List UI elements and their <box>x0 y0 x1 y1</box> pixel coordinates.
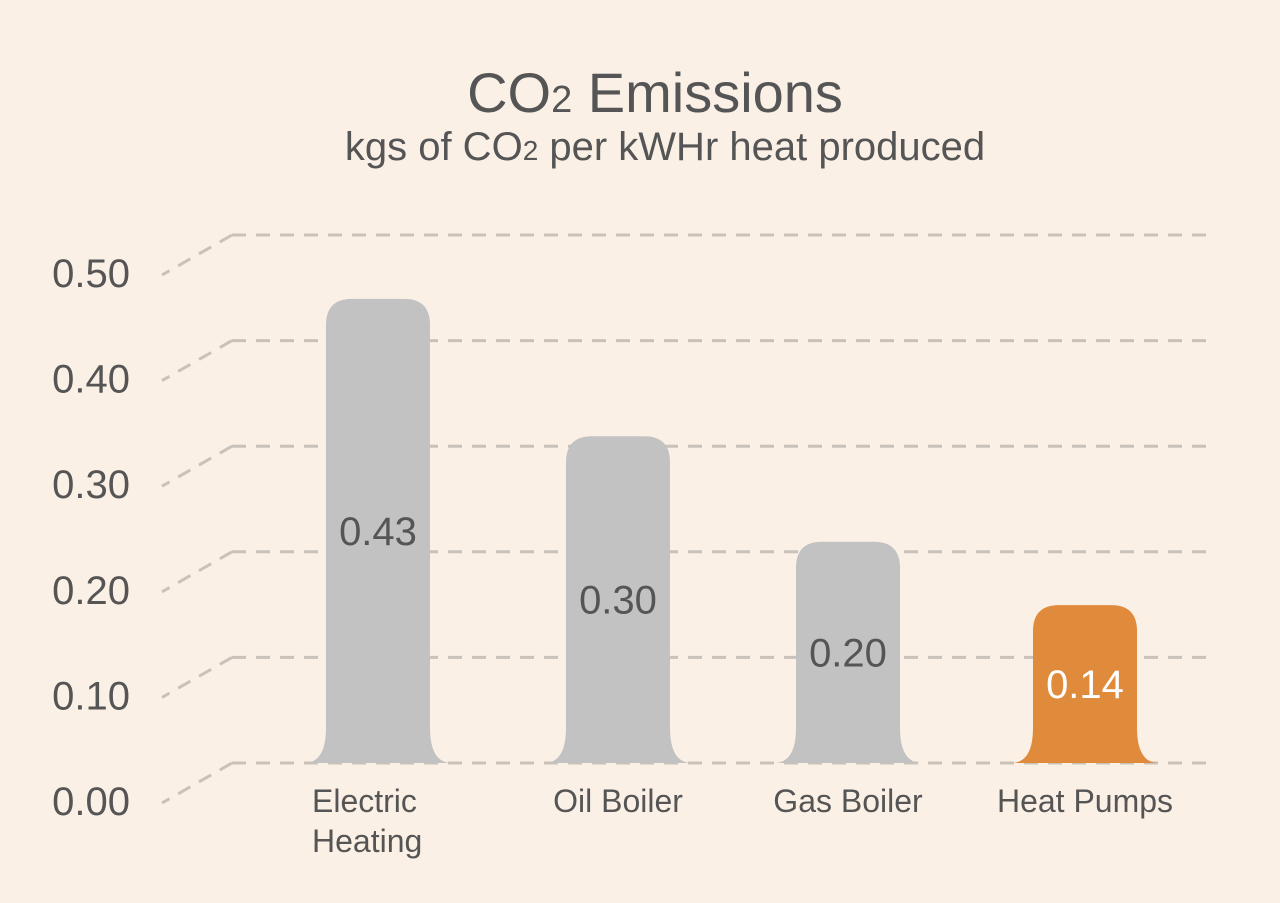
chart-subtitle-subscript: 2 <box>523 135 539 166</box>
y-tick-label: 0.50 <box>52 252 130 296</box>
gridline-diagonal <box>161 761 233 805</box>
chart-title-rest: Emissions <box>572 61 843 124</box>
x-category-label: Oil Boiler <box>553 783 683 819</box>
bar <box>304 298 452 763</box>
y-tick-label: 0.20 <box>52 569 130 613</box>
x-category-label: Gas Boiler <box>773 783 923 819</box>
gridline-diagonal <box>161 339 233 382</box>
bar-value-label: 0.20 <box>809 631 887 675</box>
x-category-label: Heating <box>312 823 422 859</box>
chart-subtitle: kgs of CO2 per kWHr heat produced <box>345 125 985 169</box>
chart-subtitle-rest: per kWHr heat produced <box>538 125 985 169</box>
x-category-label: Heat Pumps <box>997 783 1173 819</box>
chart-title: CO2 Emissions <box>467 61 843 124</box>
y-tick-label: 0.00 <box>52 780 130 824</box>
y-tick-label: 0.30 <box>52 463 130 507</box>
x-category-label: Electric <box>312 783 417 819</box>
chart-title-subscript: 2 <box>551 79 572 121</box>
bar-value-label: 0.14 <box>1046 663 1124 707</box>
y-tick-label: 0.10 <box>52 674 130 718</box>
bar <box>544 436 692 763</box>
axis-layer: 0.00 0.10 0.20 0.30 0.40 0.50 Electric Heating O… <box>52 252 1173 859</box>
bar <box>774 541 922 763</box>
y-tick-label: 0.40 <box>52 358 130 402</box>
chart-title-main: CO <box>467 61 551 124</box>
gridline-diagonal <box>161 550 233 594</box>
bar-value-label: 0.43 <box>339 510 417 554</box>
bar-value-label: 0.30 <box>579 579 657 623</box>
bar <box>1011 605 1159 763</box>
chart-subtitle-main: kgs of CO <box>345 125 523 169</box>
bar-layer: 0.43 0.30 0.20 0.14 <box>304 298 1159 763</box>
gridline-diagonal <box>161 656 233 699</box>
gridline-diagonal <box>161 444 233 488</box>
gridline-diagonal <box>161 233 233 277</box>
